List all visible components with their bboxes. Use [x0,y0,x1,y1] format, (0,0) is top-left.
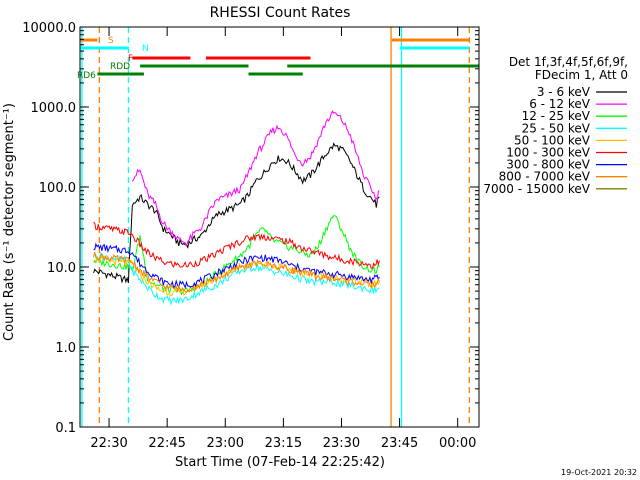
plot-frame [79,26,480,428]
legend-header: FDecim 1, Att 0 [535,68,628,82]
y-tick-label: 1000.0 [31,101,77,116]
series-line [93,251,380,306]
legend: Det 1f,3f,4f,5f,6f,9f,FDecim 1, Att 0 3 -… [483,55,628,196]
series-line [93,242,380,290]
y-axis-label: Count Rate (s⁻¹ detector segment⁻¹) [2,103,17,341]
annotation-label: S [108,36,114,46]
y-tick-label: 100.0 [39,181,76,196]
x-axis-label: Start Time (07-Feb-14 22:25:42) [175,455,385,470]
y-tick-label: 0.1 [55,421,76,436]
x-tick-label: 23:00 [207,436,244,451]
annotation-label: RD6 [77,71,96,81]
y-tick-label: 1.0 [55,341,76,356]
legend-entry-label: 800 - 7000 keV [499,170,591,184]
legend-entry-label: 300 - 800 keV [506,158,590,172]
x-tick-label: 22:30 [90,436,127,451]
legend-header: Det 1f,3f,4f,5f,6f,9f, [509,55,628,69]
legend-entry-label: 7000 - 15000 keV [483,182,590,196]
y-tick-label: 10.0 [47,261,76,276]
annotation-label: N [142,44,149,54]
axes: 0.1 1.0 10.0 100.0 1000.0 10000.0 22:30 22:45 23… [22,21,480,451]
legend-entry-label: 25 - 50 keV [522,121,591,135]
chart-title: RHESSI Count Rates [210,5,351,21]
legend-entry-label: 6 - 12 keV [529,97,591,111]
series-line [93,215,380,296]
legend-entry-label: 50 - 100 keV [514,133,591,147]
x-tick-label: 23:30 [323,436,360,451]
series-line [93,251,380,294]
series-line [93,255,380,297]
legend-entry-label: 3 - 6 keV [537,85,591,99]
legend-entry-label: 12 - 25 keV [522,109,591,123]
x-tick-label: 23:15 [265,436,302,451]
x-tick-label: 23:45 [381,436,418,451]
legend-entry-label: 100 - 300 keV [506,146,590,160]
series-line [131,110,380,248]
annotation-label: RDD [110,62,130,72]
footer-timestamp: 19-Oct-2021 20:32 [561,468,637,477]
annotation-label: F [128,54,133,64]
x-tick-label: 00:00 [439,436,476,451]
y-tick-label: 10000.0 [22,21,76,36]
series-line [93,221,380,269]
series-line [93,142,380,284]
x-tick-label: 22:45 [148,436,185,451]
